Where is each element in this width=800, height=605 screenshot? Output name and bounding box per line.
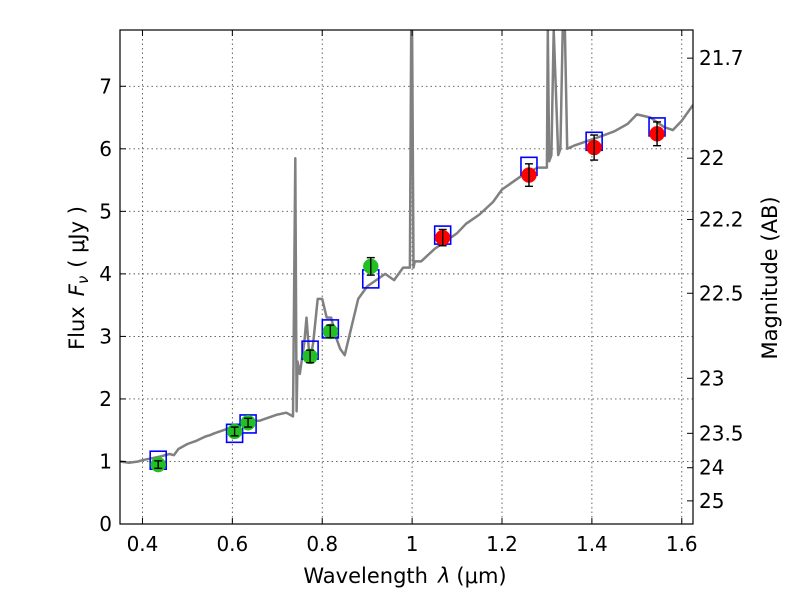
y2-tick-label: 23.5: [699, 421, 744, 445]
grid-lines: [120, 30, 693, 525]
y2-axis-title: Magnitude (AB): [758, 196, 782, 359]
y-tick-label: 3: [99, 324, 112, 348]
x-tick-label: 0.8: [306, 532, 338, 556]
y-tick-label: 1: [99, 449, 112, 473]
y-tick-label: 7: [99, 74, 112, 98]
y2-tick-label: 23: [699, 366, 724, 390]
y2-tick-label: 24: [699, 456, 724, 480]
x-tick-label: 0.6: [216, 532, 248, 556]
y-tick-label: 6: [99, 137, 112, 161]
x-axis-title: Wavelength λ (μm): [303, 564, 506, 588]
x-tick-label: 0.4: [127, 532, 159, 556]
x-tick-label: 1.4: [576, 532, 608, 556]
y2-tick-label: 22: [699, 146, 724, 170]
x-tick-label: 1.2: [486, 532, 518, 556]
axes: 0.4 0.6 0.8 1 1.2 1.4 1.60123456721.72222.222.…: [99, 29, 744, 556]
plot-frame: [119, 29, 694, 525]
y-axis-title: FluxFν( μJy ): [65, 206, 92, 350]
model-spectrum-line: [120, 30, 693, 464]
y2-tick-label: 21.7: [699, 46, 744, 70]
y-tick-label: 2: [99, 387, 112, 411]
y-tick-label: 0: [99, 512, 112, 536]
y2-tick-label: 25: [699, 489, 724, 513]
y2-tick-label: 22.2: [699, 207, 744, 231]
model-photometry-layer: [149, 117, 666, 471]
x-tick-label: 1.6: [666, 532, 698, 556]
y-tick-label: 4: [99, 262, 112, 286]
y-tick-label: 5: [99, 199, 112, 223]
model-spectrum-layer: [120, 30, 693, 464]
x-tick-label: 1: [406, 532, 419, 556]
y2-tick-label: 22.5: [699, 281, 744, 305]
observed-points-layer: [150, 121, 665, 473]
